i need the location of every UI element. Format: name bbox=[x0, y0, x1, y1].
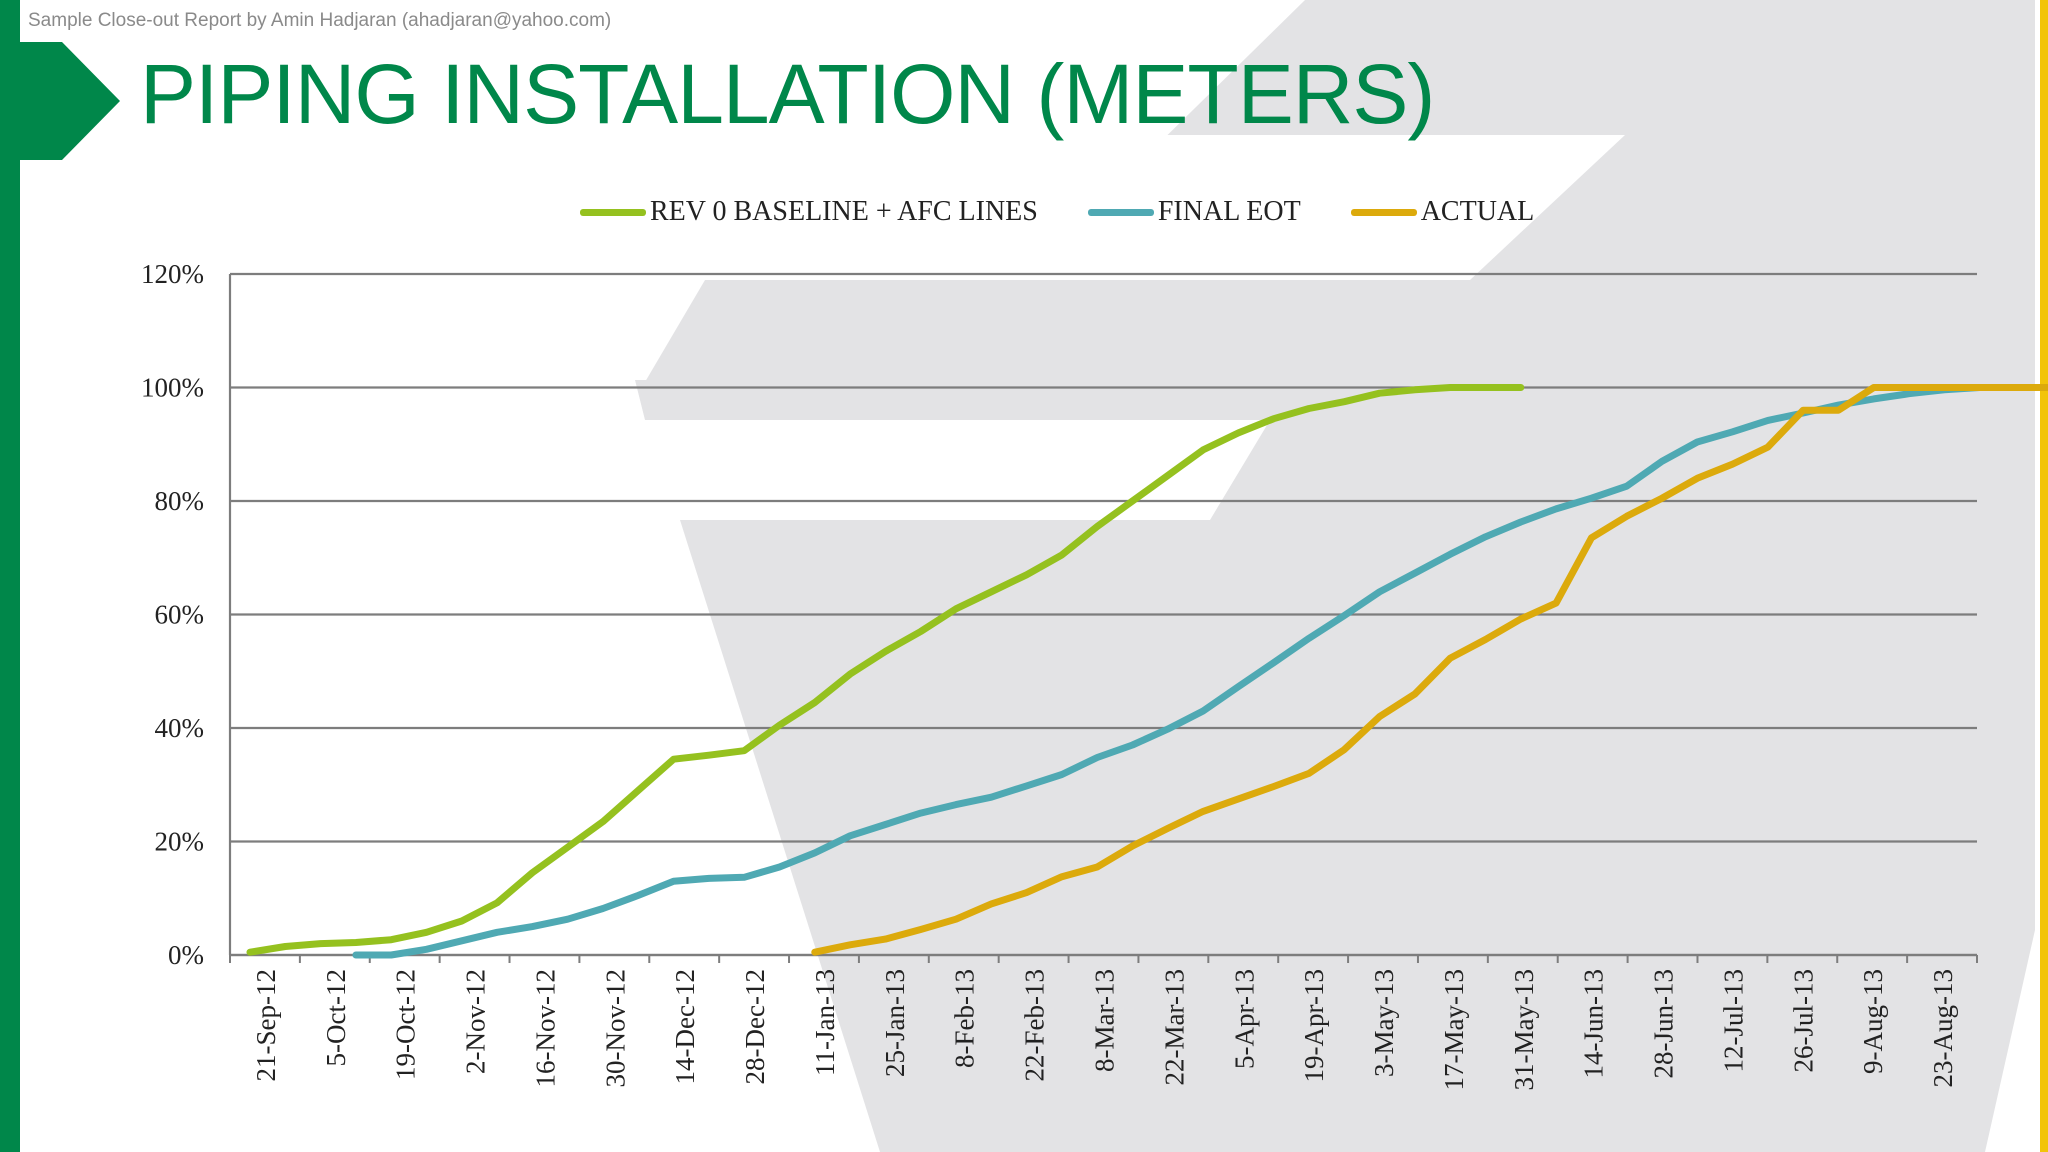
left-accent-bar bbox=[0, 0, 20, 1152]
x-tick-label: 21-Sep-12 bbox=[251, 969, 281, 1081]
series-line-actual bbox=[811, 384, 2048, 956]
x-tick-label: 28-Dec-12 bbox=[740, 969, 770, 1084]
x-tick-label: 28-Jun-13 bbox=[1649, 969, 1679, 1079]
legend-swatch-actual bbox=[1350, 208, 1417, 216]
legend-item-actual: ACTUAL bbox=[1350, 196, 1535, 228]
right-accent-bar bbox=[2040, 0, 2048, 1152]
x-tick-label: 22-Mar-13 bbox=[1159, 969, 1189, 1085]
source-note: Sample Close-out Report by Amin Hadjaran… bbox=[28, 10, 612, 31]
x-tick-label: 14-Dec-12 bbox=[670, 969, 700, 1084]
legend-label-final-eot: FINAL EOT bbox=[1157, 196, 1301, 227]
bg-shape-2 bbox=[645, 280, 1470, 382]
x-tick-label: 22-Feb-13 bbox=[1020, 969, 1050, 1081]
legend-item-baseline: REV 0 BASELINE + AFC LINES bbox=[580, 196, 1038, 228]
legend-label-baseline: REV 0 BASELINE + AFC LINES bbox=[650, 196, 1038, 227]
x-tick-label: 17-May-13 bbox=[1439, 969, 1469, 1090]
y-tick-label: 100% bbox=[141, 373, 204, 403]
x-tick-label: 16-Nov-12 bbox=[530, 969, 560, 1087]
series-line-rev-0-baseline-afc-lines bbox=[246, 384, 1525, 956]
x-tick-label: 23-Aug-13 bbox=[1928, 969, 1958, 1087]
y-tick-label: 60% bbox=[155, 600, 205, 630]
title-arrow-icon bbox=[0, 42, 120, 160]
x-tick-label: 8-Mar-13 bbox=[1090, 969, 1120, 1072]
series-line-final-eot bbox=[352, 384, 2048, 959]
x-tick-label: 3-May-13 bbox=[1369, 969, 1399, 1077]
page-title: PIPING INSTALLATION (METERS) bbox=[140, 47, 1435, 141]
legend-item-final-eot: FINAL EOT bbox=[1087, 196, 1301, 228]
legend-swatch-final-eot bbox=[1087, 208, 1154, 216]
x-tick-label: 26-Jul-13 bbox=[1788, 969, 1818, 1073]
x-tick-label: 11-Jan-13 bbox=[810, 969, 840, 1076]
bg-shape-4 bbox=[705, 135, 1625, 280]
x-tick-label: 8-Feb-13 bbox=[950, 969, 980, 1068]
x-tick-label: 19-Apr-13 bbox=[1299, 969, 1329, 1082]
x-tick-label: 2-Nov-12 bbox=[461, 969, 491, 1074]
x-tick-label: 14-Jun-13 bbox=[1579, 969, 1609, 1079]
x-tick-label: 12-Jul-13 bbox=[1718, 969, 1748, 1073]
x-tick-label: 9-Aug-13 bbox=[1858, 969, 1888, 1074]
legend-label-actual: ACTUAL bbox=[1420, 196, 1535, 227]
y-tick-label: 40% bbox=[155, 713, 205, 743]
x-tick-label: 31-May-13 bbox=[1509, 969, 1539, 1090]
y-tick-label: 120% bbox=[141, 259, 204, 289]
chart-legend: REV 0 BASELINE + AFC LINES FINAL EOT ACT… bbox=[580, 196, 1534, 228]
x-tick-label: 25-Jan-13 bbox=[880, 969, 910, 1077]
y-tick-label: 0% bbox=[168, 940, 204, 970]
bg-shape-1 bbox=[680, 0, 2035, 1152]
x-tick-label: 19-Oct-12 bbox=[391, 969, 421, 1080]
y-tick-label: 80% bbox=[155, 486, 205, 516]
bg-shape-3 bbox=[635, 380, 1470, 420]
x-tick-label: 5-Oct-12 bbox=[321, 969, 351, 1066]
legend-swatch-baseline bbox=[580, 208, 646, 216]
y-tick-label: 20% bbox=[155, 827, 205, 857]
x-tick-label: 5-Apr-13 bbox=[1229, 969, 1259, 1069]
x-tick-label: 30-Nov-12 bbox=[600, 969, 630, 1087]
